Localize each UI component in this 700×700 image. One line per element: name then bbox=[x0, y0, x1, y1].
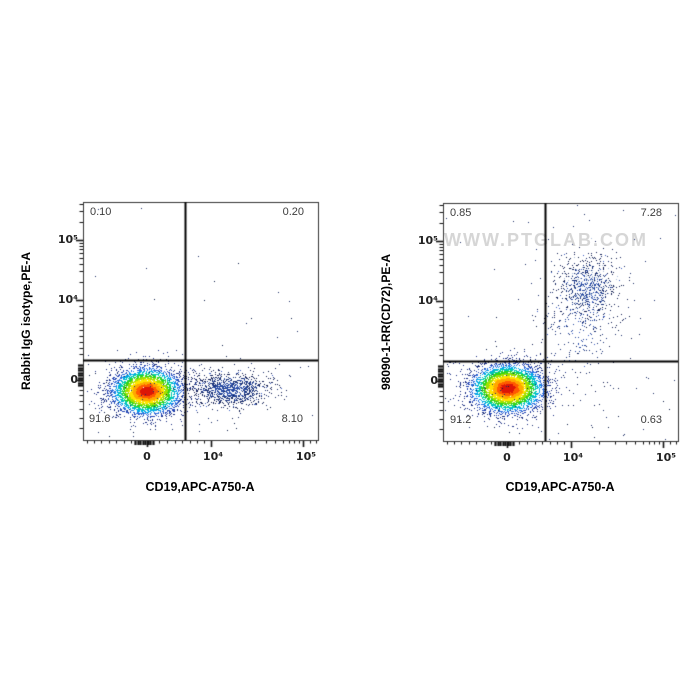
quadrant-stat-upper-right: 0.20 bbox=[282, 206, 304, 218]
y-tick-label: 0 bbox=[430, 374, 438, 387]
quadrant-stat-lower-right: 8.10 bbox=[281, 413, 303, 425]
x-tick-label: 10⁵ bbox=[655, 451, 677, 464]
isotype-dot-plot-canvas bbox=[71, 198, 330, 452]
quadrant-stat-upper-left: 0.10 bbox=[90, 206, 112, 218]
x-tick-label: 10⁵ bbox=[295, 450, 317, 463]
x-axis-title: CD19,APC-A750-A bbox=[505, 480, 615, 494]
x-tick-label: 0 bbox=[143, 450, 151, 463]
quadrant-stat-lower-right: 0.63 bbox=[640, 414, 662, 426]
x-tick-label: 0 bbox=[503, 451, 511, 464]
y-tick-label: 10⁴ bbox=[57, 293, 78, 306]
x-axis-title: CD19,APC-A750-A bbox=[145, 480, 255, 494]
y-tick-label: 0 bbox=[70, 373, 78, 386]
y-tick-label: 10⁵ bbox=[57, 233, 78, 246]
quadrant-stat-lower-left: 91.6 bbox=[89, 413, 111, 425]
y-tick-label: 10⁴ bbox=[417, 294, 438, 307]
cd72-dot-plot-canvas bbox=[431, 199, 690, 453]
y-axis-title: Rabbit IgG isotype,PE-A bbox=[19, 252, 33, 391]
x-tick-label: 10⁴ bbox=[202, 450, 224, 463]
y-tick-label: 10⁵ bbox=[417, 234, 438, 247]
quadrant-stat-upper-right: 7.28 bbox=[640, 207, 662, 219]
quadrant-stat-lower-left: 91.2 bbox=[450, 414, 472, 426]
quadrant-stat-upper-left: 0.85 bbox=[450, 207, 472, 219]
x-tick-label: 10⁴ bbox=[562, 451, 584, 464]
y-axis-title: 98090-1-RR(CD72),PE-A bbox=[379, 253, 393, 391]
